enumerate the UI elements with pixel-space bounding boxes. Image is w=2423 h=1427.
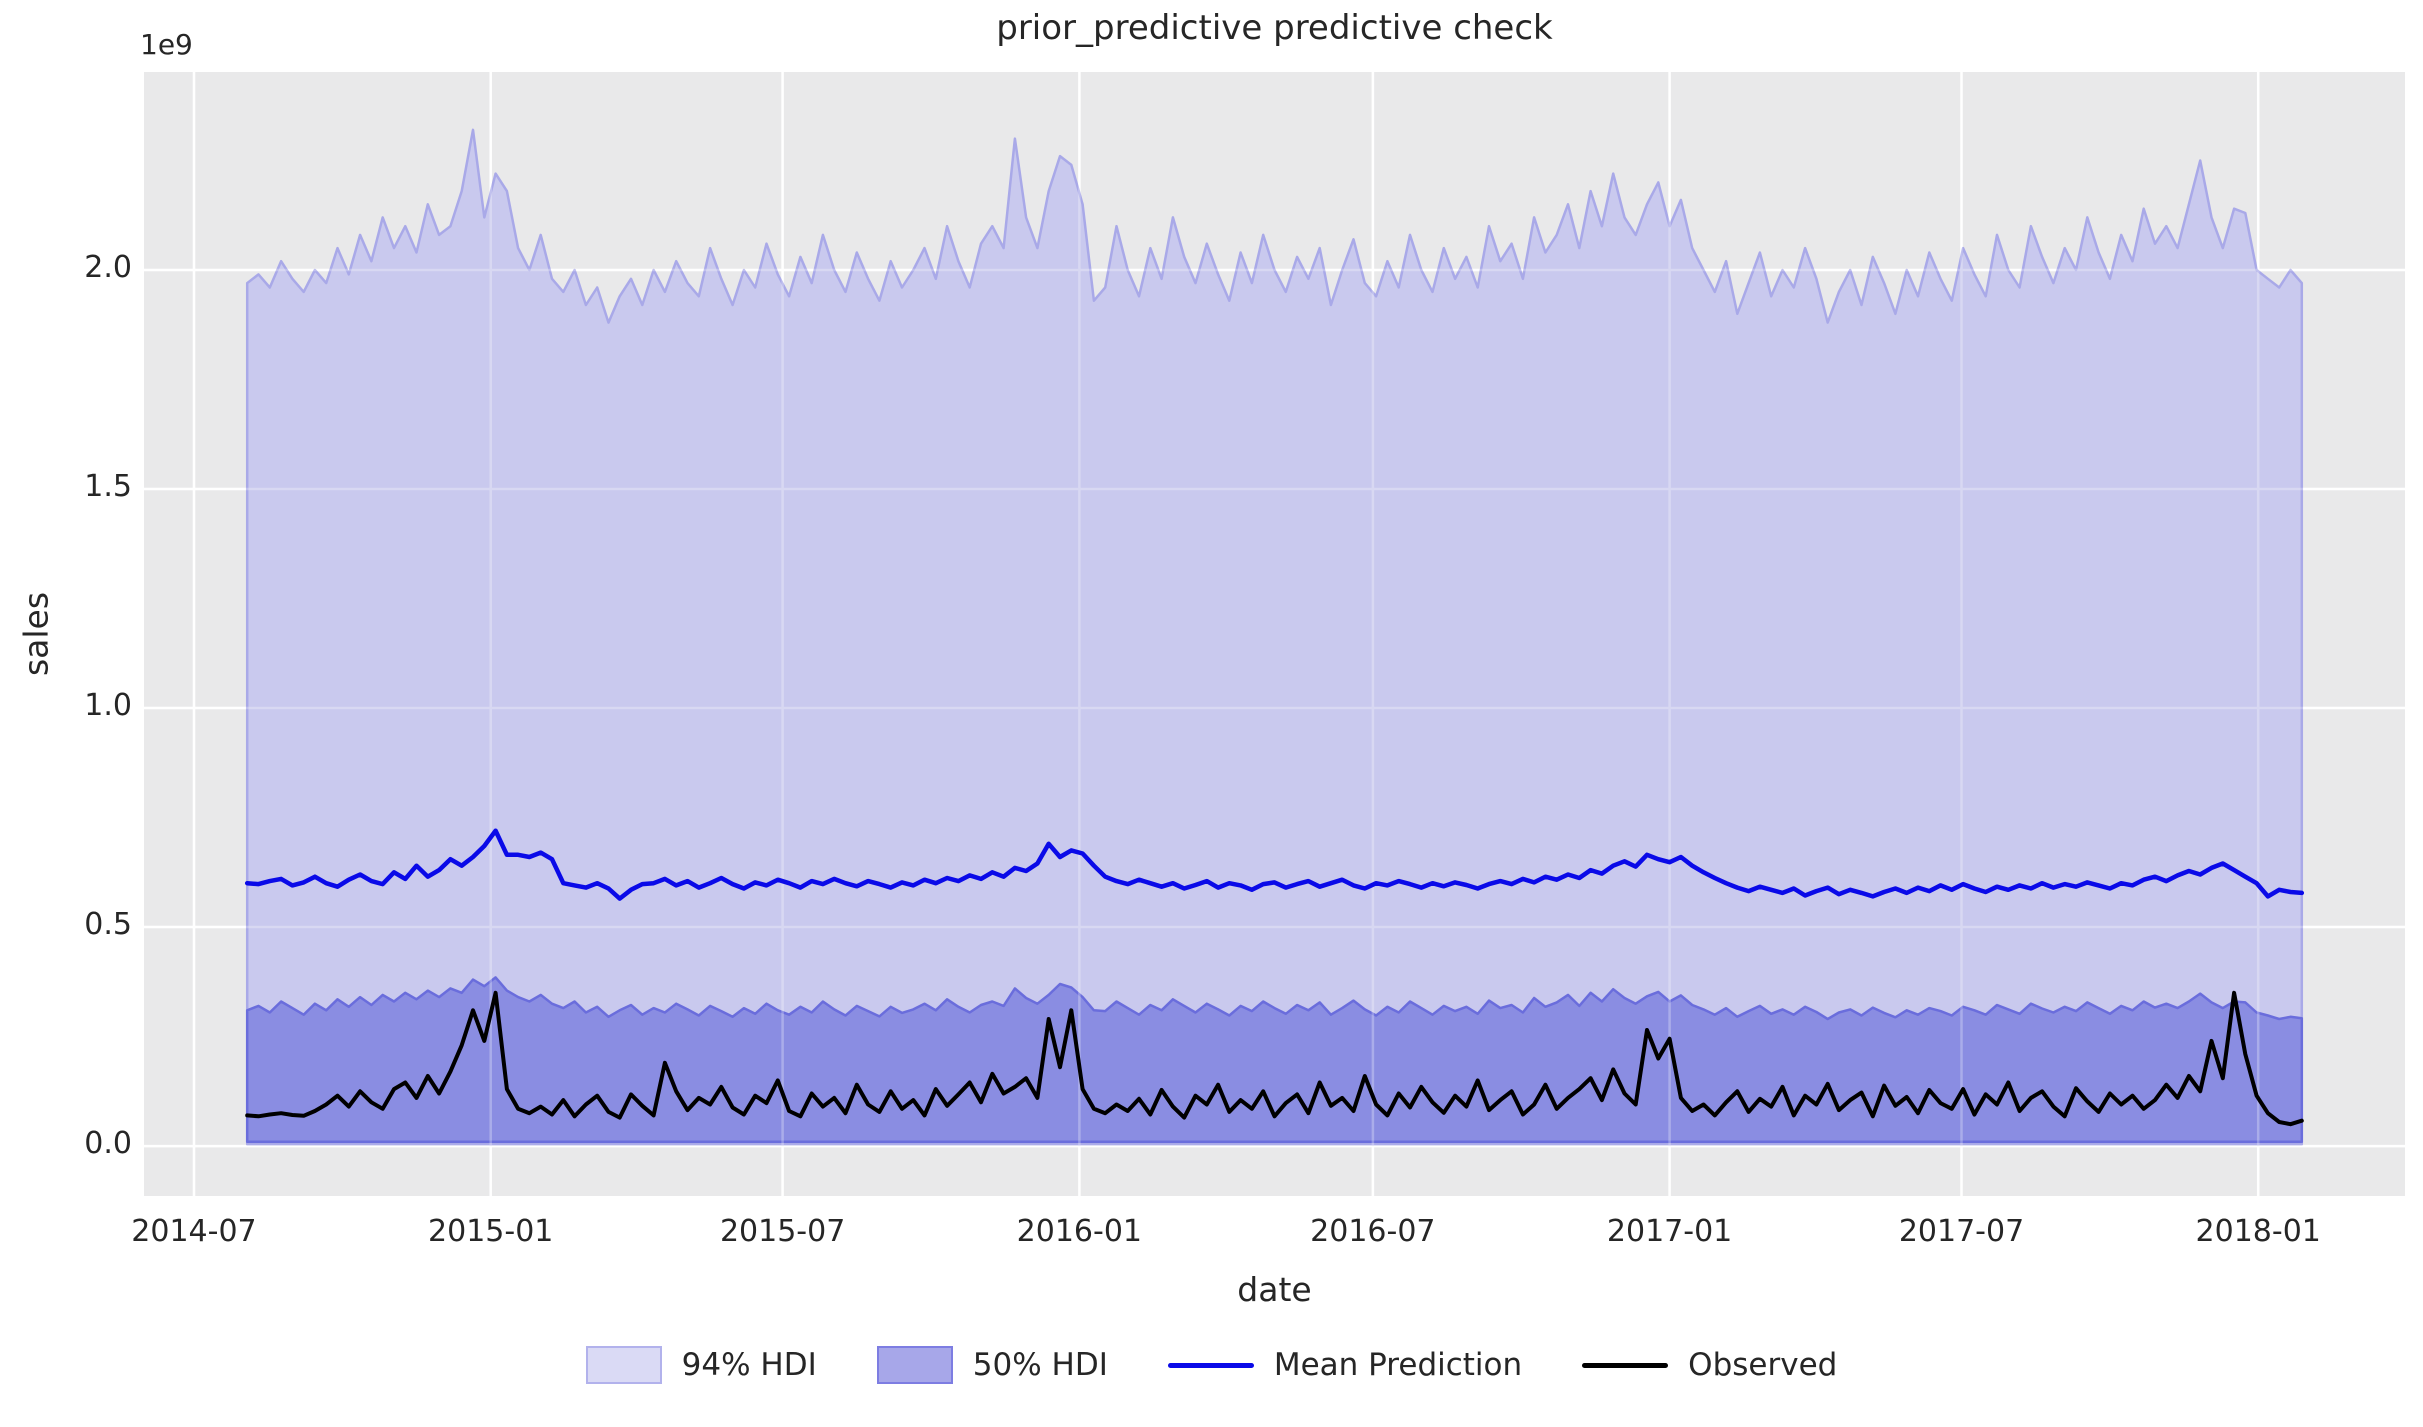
y-axis-offset-text: 1e9 [140,28,193,61]
legend-label: 50% HDI [972,1347,1108,1383]
x-tick-label: 2015-01 [428,1214,554,1249]
legend: 94% HDI 50% HDI Mean Prediction Observed [0,1346,2423,1384]
legend-item-50-hdi: 50% HDI [876,1346,1108,1384]
x-tick-label: 2015-07 [719,1214,846,1249]
chart-title: prior_predictive predictive check [996,8,1553,48]
x-axis-label: date [1237,1270,1312,1309]
x-tick-label: 2016-07 [1310,1214,1436,1249]
legend-item-observed: Observed [1582,1347,1837,1383]
hdi94-patch-icon [585,1346,662,1384]
legend-label: 94% HDI [681,1347,817,1383]
x-tick-label: 2016-01 [1016,1214,1143,1249]
mean-line-icon [1167,1362,1254,1368]
x-tick-label: 2017-07 [1898,1214,2025,1249]
legend-item-mean-prediction: Mean Prediction [1167,1347,1523,1383]
x-tick-label: 2014-07 [131,1214,257,1249]
y-axis-label: sales [16,591,56,677]
x-tick-label: 2017-01 [1606,1214,1733,1249]
y-tick-label: 2.0 [84,249,132,285]
y-tick-label: 0.5 [84,907,132,943]
observed-line-icon [1582,1362,1669,1368]
y-tick-label: 1.0 [84,688,132,724]
y-tick-label: 1.5 [84,469,132,504]
legend-item-94-hdi: 94% HDI [585,1346,817,1384]
legend-label: Mean Prediction [1273,1347,1523,1383]
legend-label: Observed [1688,1347,1838,1383]
y-tick-label: 0.0 [84,1126,132,1162]
x-tick-label: 2018-01 [2195,1214,2321,1249]
hdi50-patch-icon [876,1346,953,1384]
